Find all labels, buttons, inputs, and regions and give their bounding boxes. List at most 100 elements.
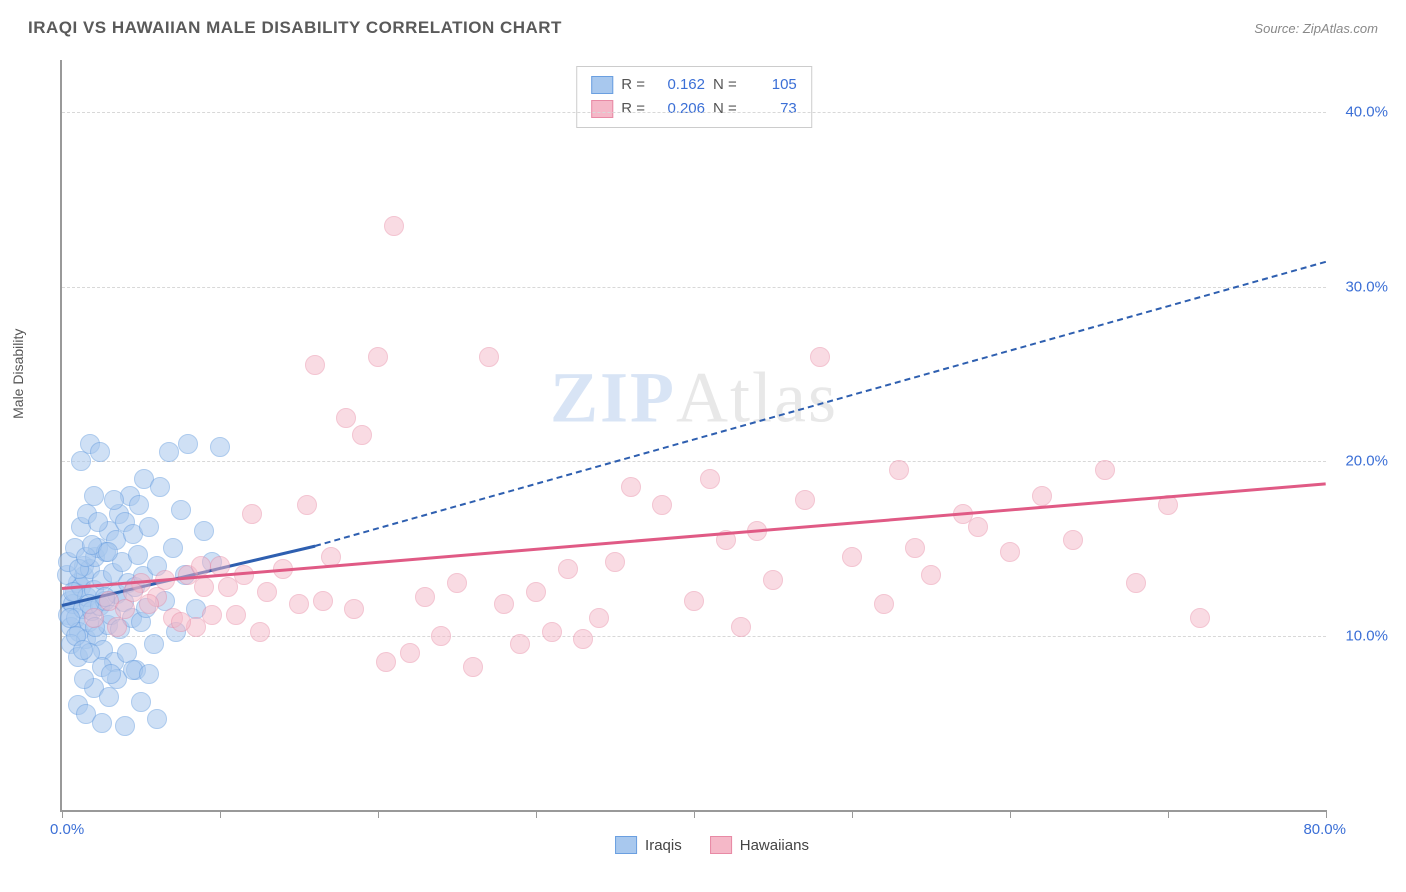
legend-swatch-iraqis <box>615 836 637 854</box>
scatter-point <box>463 657 483 677</box>
n-value-hawaiians: 73 <box>745 97 797 121</box>
scatter-point <box>352 425 372 445</box>
y-tick-label: 10.0% <box>1345 627 1388 644</box>
legend-label-hawaiians: Hawaiians <box>740 837 809 854</box>
scatter-point <box>589 608 609 628</box>
scatter-point <box>1126 573 1146 593</box>
scatter-point <box>257 582 277 602</box>
swatch-hawaiians <box>591 100 613 118</box>
scatter-point <box>163 538 183 558</box>
source-label: Source: <box>1254 21 1299 36</box>
scatter-point <box>242 504 262 524</box>
scatter-point <box>921 565 941 585</box>
scatter-point <box>90 442 110 462</box>
scatter-point <box>74 669 94 689</box>
r-value-hawaiians: 0.206 <box>653 97 705 121</box>
swatch-iraqis <box>591 76 613 94</box>
legend-swatch-hawaiians <box>710 836 732 854</box>
scatter-point <box>101 664 121 684</box>
scatter-point <box>297 495 317 515</box>
x-tick <box>1010 810 1011 818</box>
scatter-point <box>99 687 119 707</box>
scatter-point <box>447 573 467 593</box>
scatter-point <box>1095 460 1115 480</box>
plot-area: ZIPAtlas R = 0.162 N = 105 R = 0.206 N =… <box>60 60 1326 812</box>
scatter-point <box>178 434 198 454</box>
scatter-point <box>84 608 104 628</box>
scatter-point <box>1032 486 1052 506</box>
n-label: N = <box>713 97 737 121</box>
scatter-point <box>526 582 546 602</box>
n-label: N = <box>713 73 737 97</box>
scatter-point <box>763 570 783 590</box>
r-label: R = <box>621 73 645 97</box>
r-label: R = <box>621 97 645 121</box>
scatter-point <box>384 216 404 236</box>
x-tick <box>1168 810 1169 818</box>
scatter-point <box>305 355 325 375</box>
scatter-point <box>700 469 720 489</box>
scatter-point <box>968 517 988 537</box>
y-axis-label: Male Disability <box>10 329 26 419</box>
legend-item-hawaiians: Hawaiians <box>710 836 809 854</box>
scatter-point <box>336 408 356 428</box>
scatter-point <box>210 437 230 457</box>
scatter-point <box>652 495 672 515</box>
scatter-point <box>139 517 159 537</box>
scatter-point <box>905 538 925 558</box>
chart-container: Male Disability ZIPAtlas R = 0.162 N = 1… <box>28 50 1396 862</box>
scatter-point <box>92 713 112 733</box>
scatter-point <box>88 512 108 532</box>
scatter-point <box>202 605 222 625</box>
gridline <box>62 461 1326 462</box>
scatter-point <box>250 622 270 642</box>
x-tick <box>220 810 221 818</box>
scatter-point <box>842 547 862 567</box>
gridline <box>62 112 1326 113</box>
scatter-point <box>431 626 451 646</box>
scatter-point <box>1190 608 1210 628</box>
scatter-point <box>479 347 499 367</box>
scatter-point <box>731 617 751 637</box>
stat-row-hawaiians: R = 0.206 N = 73 <box>591 97 797 121</box>
scatter-point <box>344 599 364 619</box>
scatter-point <box>194 521 214 541</box>
scatter-point <box>368 347 388 367</box>
source-name[interactable]: ZipAtlas.com <box>1303 21 1378 36</box>
scatter-point <box>104 490 124 510</box>
bottom-legend: Iraqis Hawaiians <box>615 836 809 854</box>
watermark: ZIPAtlas <box>550 356 838 439</box>
scatter-point <box>684 591 704 611</box>
scatter-point <box>129 495 149 515</box>
scatter-point <box>1000 542 1020 562</box>
scatter-point <box>147 709 167 729</box>
legend-label-iraqis: Iraqis <box>645 837 682 854</box>
scatter-point <box>144 634 164 654</box>
scatter-point <box>150 477 170 497</box>
scatter-point <box>889 460 909 480</box>
n-value-iraqis: 105 <box>745 73 797 97</box>
scatter-point <box>139 664 159 684</box>
scatter-point <box>573 629 593 649</box>
scatter-point <box>874 594 894 614</box>
scatter-point <box>159 442 179 462</box>
scatter-point <box>558 559 578 579</box>
scatter-point <box>621 477 641 497</box>
scatter-point <box>795 490 815 510</box>
scatter-point <box>171 500 191 520</box>
chart-title: IRAQI VS HAWAIIAN MALE DISABILITY CORREL… <box>28 18 562 38</box>
x-axis-end-label: 80.0% <box>1303 821 1346 838</box>
y-tick-label: 40.0% <box>1345 104 1388 121</box>
x-tick <box>852 810 853 818</box>
y-tick-label: 30.0% <box>1345 278 1388 295</box>
scatter-point <box>171 612 191 632</box>
legend-item-iraqis: Iraqis <box>615 836 682 854</box>
scatter-point <box>605 552 625 572</box>
x-tick <box>536 810 537 818</box>
scatter-point <box>131 692 151 712</box>
scatter-point <box>376 652 396 672</box>
scatter-point <box>71 451 91 471</box>
scatter-point <box>1063 530 1083 550</box>
x-tick <box>62 810 63 818</box>
scatter-point <box>400 643 420 663</box>
